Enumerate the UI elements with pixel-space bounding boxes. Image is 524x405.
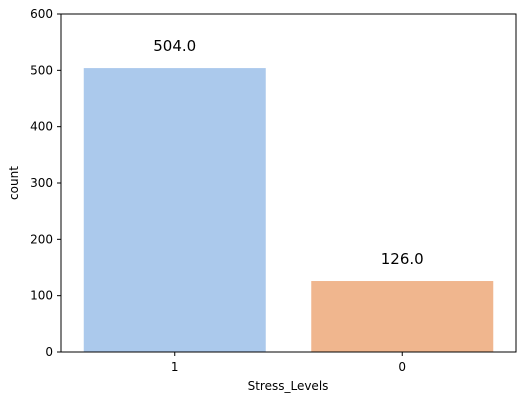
y-tick-label: 100 (30, 289, 53, 303)
bars (83, 68, 494, 352)
y-tick-label: 300 (30, 176, 53, 190)
y-tick-label: 600 (30, 7, 53, 21)
y-axis-label: count (7, 166, 21, 200)
y-axis-ticks: 0 100 200 300 400 500 600 (30, 7, 61, 359)
plot-frame (60, 13, 517, 353)
y-tick-label: 200 (30, 232, 53, 246)
y-tick-label: 400 (30, 120, 53, 134)
x-axis-label: Stress_Levels (248, 379, 329, 393)
y-tick-label: 500 (30, 63, 53, 77)
bar-value-label: 504.0 (153, 37, 196, 55)
bar-value-label: 126.0 (381, 250, 424, 268)
bar-1 (83, 68, 266, 352)
bar-0 (311, 281, 494, 352)
y-tick-label: 0 (45, 345, 53, 359)
x-tick-label: 1 (171, 360, 179, 374)
x-tick-label: 0 (398, 360, 406, 374)
bar-value-labels: 504.0 126.0 (153, 37, 423, 268)
